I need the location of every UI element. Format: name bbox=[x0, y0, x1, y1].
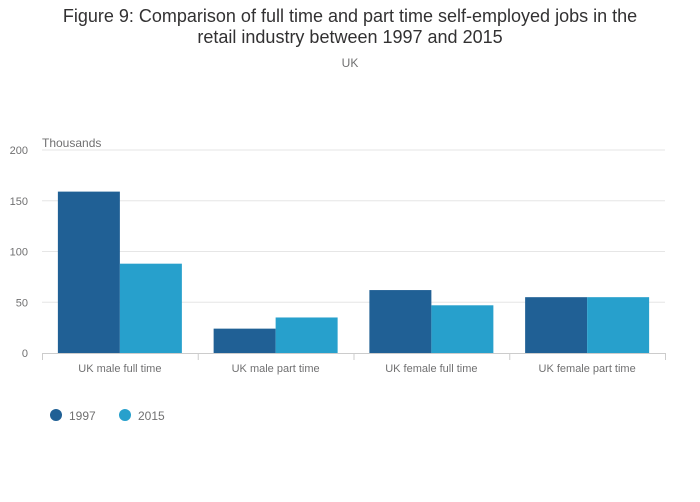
bar-2015 bbox=[431, 305, 494, 353]
y-tick-label: 0 bbox=[22, 348, 28, 360]
bar-1997 bbox=[525, 297, 588, 353]
y-axis-ticks: 0 50 100 150 200 bbox=[10, 145, 28, 360]
chart-subtitle: UK bbox=[341, 56, 359, 70]
chart-title-line-1: Figure 9: Comparison of full time and pa… bbox=[62, 6, 638, 26]
legend-marker-1997 bbox=[50, 409, 62, 421]
x-tick-label: UK male part time bbox=[232, 363, 320, 375]
x-axis: UK male full time UK male part time UK fem… bbox=[42, 353, 666, 375]
legend-marker-2015 bbox=[119, 409, 131, 421]
legend-label: 2015 bbox=[138, 409, 165, 423]
legend-label: 1997 bbox=[69, 409, 96, 423]
bar-1997 bbox=[369, 290, 432, 353]
chart-title: Figure 9: Comparison of full time and pa… bbox=[0, 6, 700, 48]
chart-title-line-2: retail industry between 1997 and 2015 bbox=[197, 27, 503, 47]
x-tick-label: UK female part time bbox=[539, 363, 636, 375]
bar-2015 bbox=[119, 263, 182, 353]
bars bbox=[57, 191, 650, 353]
bar-2015 bbox=[587, 297, 650, 353]
y-tick-label: 200 bbox=[10, 145, 28, 157]
bar-1997 bbox=[57, 191, 120, 353]
y-tick-label: 50 bbox=[16, 297, 28, 309]
y-tick-label: 100 bbox=[10, 247, 28, 259]
y-axis-label: Thousands bbox=[42, 136, 101, 150]
bar-1997 bbox=[213, 328, 276, 353]
x-tick-label: UK female full time bbox=[385, 363, 477, 375]
x-tick-label: UK male full time bbox=[78, 363, 161, 375]
bar-2015 bbox=[275, 317, 338, 353]
legend: 1997 2015 bbox=[50, 409, 165, 423]
y-tick-label: 150 bbox=[10, 196, 28, 208]
